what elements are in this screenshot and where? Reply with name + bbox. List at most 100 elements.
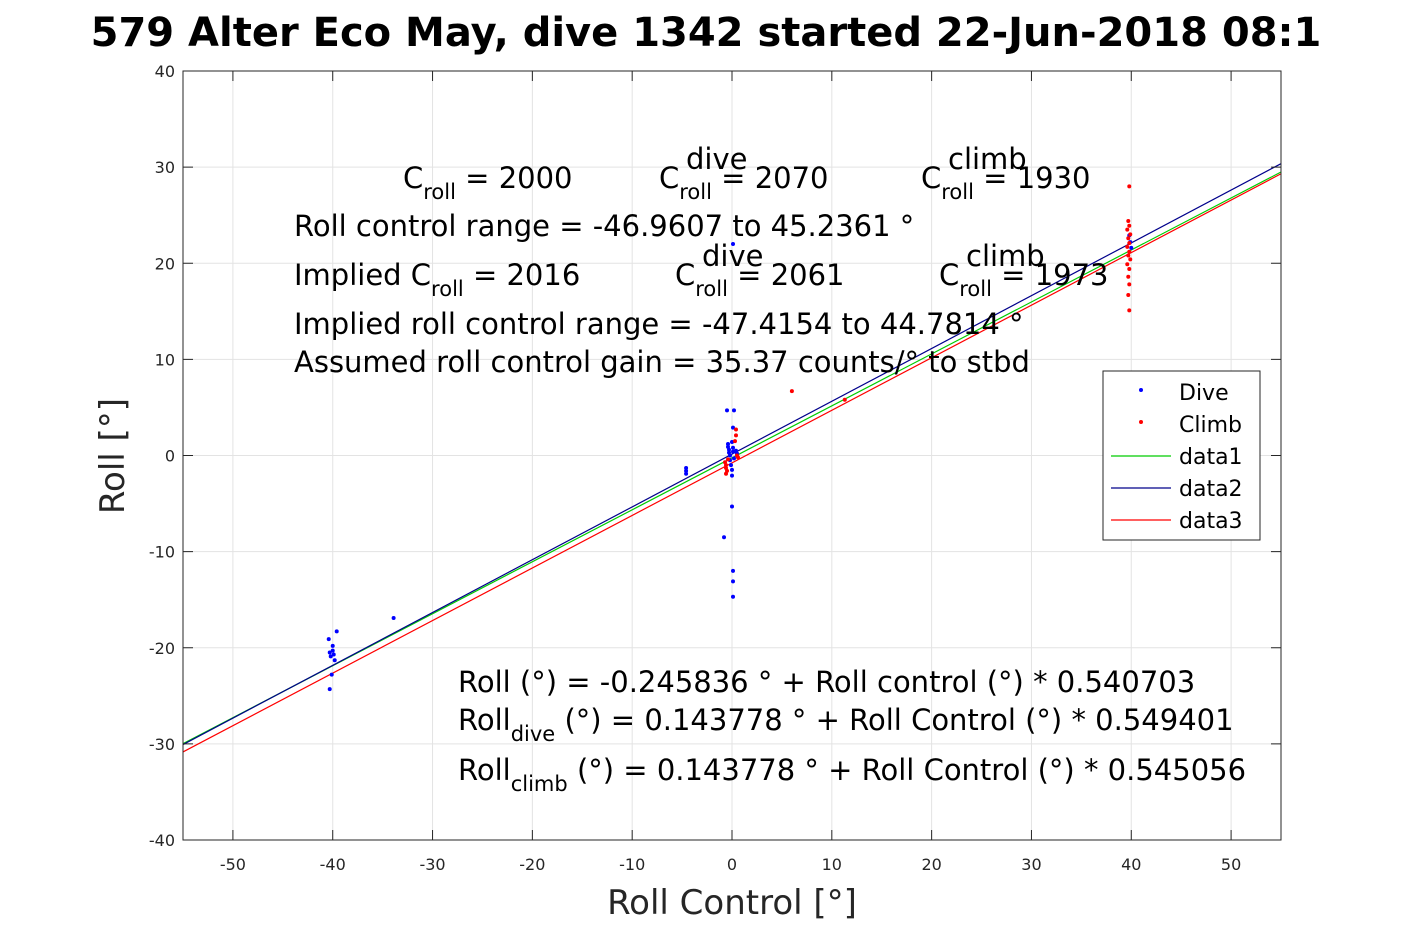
legend-label: data3 [1179, 509, 1243, 534]
climb-point [1127, 308, 1132, 313]
climb-point [724, 471, 729, 476]
dive-point [327, 687, 332, 692]
x-tick-label: -50 [220, 855, 246, 874]
dive-point [730, 473, 734, 478]
dive-point [332, 658, 337, 663]
dive-point [391, 615, 396, 620]
x-tick-label: 20 [921, 855, 941, 874]
dive-point [326, 637, 331, 642]
y-tick-label: -40 [149, 831, 175, 850]
legend-marker-climb [1139, 420, 1143, 424]
x-tick-label: -20 [519, 855, 545, 874]
legend-marker-dive [1139, 388, 1143, 392]
annotation-implied-range: Implied roll control range = -47.4154 to… [294, 307, 1024, 341]
y-tick-label: -20 [149, 639, 175, 658]
x-tick-label: 0 [727, 855, 737, 874]
dive-point [1129, 245, 1134, 250]
x-tick-label: -30 [419, 855, 445, 874]
x-tick-label: 40 [1121, 855, 1141, 874]
climb-point [1125, 227, 1130, 232]
annotation-c-roll-dive: Croll = 2070 [659, 161, 829, 204]
annotation-c-roll: Croll = 2000 [403, 161, 573, 204]
dive-point [327, 650, 332, 655]
climb-point [1127, 241, 1132, 246]
legend-label: Climb [1179, 413, 1242, 438]
y-axis-label: Roll [°] [93, 398, 133, 514]
climb-point [1127, 282, 1132, 287]
dive-point [331, 652, 336, 657]
dive-point [730, 445, 735, 450]
dive-point [728, 453, 733, 458]
x-axis-label: Roll Control [°] [607, 883, 857, 923]
climb-point [842, 397, 847, 402]
legend-label: Dive [1179, 381, 1229, 406]
climb-point [733, 427, 738, 432]
x-tick-label: -10 [619, 855, 645, 874]
climb-point [1125, 262, 1130, 267]
climb-point [732, 439, 737, 444]
dive-point [329, 672, 334, 677]
climb-point [1126, 236, 1131, 241]
legend: Dive Climb data1 data2 data3 [1102, 370, 1261, 541]
climb-point [733, 433, 738, 438]
dive-point [730, 467, 734, 472]
x-tick-label: 10 [822, 855, 842, 874]
climb-point [1125, 244, 1130, 249]
dive-point [730, 579, 735, 584]
climb-point [1127, 184, 1132, 189]
dive-point [727, 447, 732, 452]
dive-point [722, 535, 727, 540]
data-points [326, 184, 1134, 692]
climb-point [1127, 267, 1132, 272]
dive-point [684, 471, 689, 476]
dive-point [684, 468, 689, 473]
climb-point [1127, 223, 1132, 228]
climb-point [1128, 232, 1133, 237]
dive-point [334, 629, 339, 634]
annotation-fit-climb: Rollclimb (°) = 0.143778 ° + Roll Contro… [458, 753, 1246, 796]
legend-label: data1 [1179, 445, 1243, 470]
dive-point [730, 504, 734, 509]
dive-point [731, 408, 736, 413]
dive-point [730, 425, 735, 430]
y-tick-label: 30 [155, 158, 175, 177]
climb-point [1126, 274, 1131, 279]
dive-point [726, 441, 731, 446]
dive-point [730, 594, 735, 599]
dive-point [684, 465, 689, 470]
annotation-implied-c-roll-climb: Croll = 1973 [939, 258, 1109, 301]
annotation-c-roll-climb-sup: climb [948, 142, 1027, 176]
climb-point [735, 455, 740, 460]
dive-point [731, 456, 736, 461]
chart-title: 579 Alter Eco May, dive 1342 started 22-… [91, 10, 1322, 56]
dive-point [730, 568, 735, 573]
climb-point [1126, 292, 1131, 297]
annotation-c-roll-climb: Croll = 1930 [921, 161, 1091, 204]
dive-point [330, 648, 335, 653]
y-tick-label: 0 [165, 447, 175, 466]
x-tick-label: 30 [1021, 855, 1041, 874]
annotation-implied-c-roll-climb-sup: climb [966, 239, 1045, 273]
fit-line-data2 [182, 163, 1282, 746]
climb-point [726, 457, 731, 462]
annotation-gain: Assumed roll control gain = 35.37 counts… [294, 345, 1030, 379]
annotation-c-roll-dive-sup: dive [686, 142, 747, 176]
fit-line-data3 [182, 173, 1282, 753]
annotation-fit-dive: Rolldive (°) = 0.143778 ° + Roll Control… [458, 703, 1234, 746]
annotation-implied-c-roll: Implied Croll = 2016 [294, 258, 580, 301]
climb-point [1127, 249, 1132, 254]
annotation-roll-range: Roll control range = -46.9607 to 45.2361… [294, 209, 914, 243]
y-tick-label: 10 [155, 350, 175, 369]
climb-point [789, 389, 794, 394]
y-tick-label: -30 [149, 735, 175, 754]
x-tick-label: 50 [1221, 855, 1241, 874]
dive-point [725, 408, 730, 413]
fit-lines [182, 163, 1282, 753]
dive-point [729, 463, 734, 468]
x-tick-label: -40 [320, 855, 346, 874]
climb-point [1126, 253, 1131, 258]
dive-point [330, 643, 335, 648]
dive-point [730, 242, 735, 247]
dive-point [328, 654, 333, 659]
